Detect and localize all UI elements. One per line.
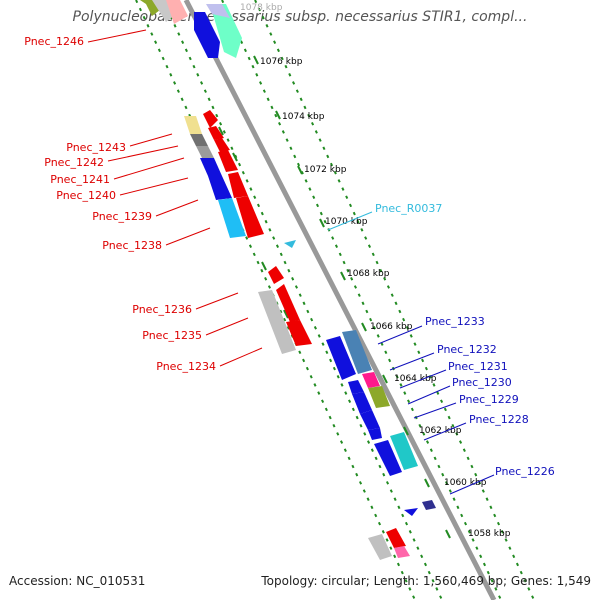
left-leader-lines — [87, 29, 263, 367]
feature-gene-1233[interactable] — [342, 330, 372, 374]
feature-gene[interactable] — [210, 4, 242, 58]
accession-text: Accession: NC_010531 — [9, 574, 146, 588]
right-leader-lines — [327, 211, 495, 495]
ruler-label-1060: 1060 kbp — [444, 478, 487, 488]
feature-gene[interactable] — [348, 380, 364, 394]
features-middle-left — [258, 266, 312, 354]
label-pnec-1242[interactable]: Pnec_1242 — [44, 156, 104, 169]
features-left-cluster — [184, 110, 264, 238]
feature-gene[interactable] — [368, 428, 382, 440]
feature-gene-1242[interactable] — [190, 134, 208, 146]
feature-gene[interactable] — [206, 4, 230, 18]
feature-gene-1230[interactable] — [352, 392, 372, 414]
feature-gene[interactable] — [166, 0, 188, 24]
ruler-labels: 1078 kbp 1076 kbp 1074 kbp 1072 kbp 1070… — [240, 3, 511, 539]
inner-right-track-border — [221, 0, 502, 600]
label-pnec-1240[interactable]: Pnec_1240 — [56, 189, 116, 202]
features-bottom — [368, 528, 410, 560]
feature-gene-1228[interactable] — [390, 432, 418, 470]
feature-gene[interactable] — [374, 440, 402, 476]
feature-gene-1241[interactable] — [196, 146, 214, 158]
label-pnec-1234[interactable]: Pnec_1234 — [156, 360, 216, 373]
feature-gene[interactable] — [386, 528, 406, 548]
label-pnec-1231[interactable]: Pnec_1231 — [448, 360, 508, 373]
label-pnec-1246[interactable]: Pnec_1246 — [24, 35, 84, 48]
feature-gene[interactable] — [236, 196, 264, 238]
features-right-cluster — [326, 330, 436, 516]
track-borders — [135, 0, 535, 600]
label-pnec-1235[interactable]: Pnec_1235 — [142, 329, 202, 342]
genome-summary-text: Topology: circular; Length: 1,560,469 bp… — [261, 574, 591, 588]
feature-gene[interactable] — [268, 266, 284, 284]
ruler-label-1058: 1058 kbp — [468, 529, 511, 539]
feature-gene[interactable] — [208, 176, 232, 200]
label-pnec-1228[interactable]: Pnec_1228 — [469, 413, 529, 426]
feature-gene-1234[interactable] — [286, 320, 312, 346]
label-pnec-1230[interactable]: Pnec_1230 — [452, 376, 512, 389]
feature-gene-1243[interactable] — [184, 116, 202, 134]
backbone — [183, 0, 497, 600]
label-pnec-1238[interactable]: Pnec_1238 — [102, 239, 162, 252]
ruler-label-1074: 1074 kbp — [282, 112, 325, 122]
label-pnec-1239[interactable]: Pnec_1239 — [92, 210, 152, 223]
label-pnec-1243[interactable]: Pnec_1243 — [66, 141, 126, 154]
outer-left-track-border — [135, 0, 416, 600]
feature-gene-1229[interactable] — [360, 410, 380, 430]
label-pnec-1236[interactable]: Pnec_1236 — [132, 303, 192, 316]
label-pnec-1233[interactable]: Pnec_1233 — [425, 315, 485, 328]
feature-gene[interactable] — [200, 158, 222, 176]
feature-gene-1232[interactable] — [362, 372, 380, 388]
feature-gene[interactable] — [394, 546, 410, 558]
ruler-ticks — [218, 55, 451, 539]
inner-left-track-border — [162, 0, 443, 600]
ruler-label-1064: 1064 kbp — [394, 374, 437, 384]
feature-gene-1236[interactable] — [276, 284, 300, 322]
rna-feature-R0037[interactable] — [284, 240, 296, 248]
feature-gene[interactable] — [368, 534, 392, 560]
ruler-label-1078: 1078 kbp — [240, 3, 283, 13]
label-pnec-1232[interactable]: Pnec_1232 — [437, 343, 497, 356]
label-pnec-1229[interactable]: Pnec_1229 — [459, 393, 519, 406]
feature-gene-1235[interactable] — [258, 290, 296, 354]
left-labels: Pnec_1246 Pnec_1243 Pnec_1242 Pnec_1241 … — [24, 35, 216, 373]
feature-gene[interactable] — [218, 150, 238, 172]
feature-gene-1226[interactable] — [404, 508, 418, 516]
ruler-label-1076: 1076 kbp — [260, 57, 303, 67]
ruler-label-1072: 1072 kbp — [304, 165, 347, 175]
label-pnec-1241[interactable]: Pnec_1241 — [50, 173, 110, 186]
ruler-label-1066: 1066 kbp — [370, 322, 413, 332]
ruler-label-1062: 1062 kbp — [419, 426, 462, 436]
ruler-label-1068: 1068 kbp — [347, 269, 390, 279]
feature-gene[interactable] — [214, 138, 230, 152]
feature-gene[interactable] — [228, 172, 248, 198]
feature-gene[interactable] — [194, 12, 220, 58]
feature-gene-1231[interactable] — [368, 386, 390, 408]
label-pnec-1226[interactable]: Pnec_1226 — [495, 465, 555, 478]
feature-gene[interactable] — [326, 336, 356, 380]
features-top — [140, 0, 242, 58]
right-labels: Pnec_R0037 Pnec_1233 Pnec_1232 Pnec_1231… — [375, 202, 555, 478]
feature-gene[interactable] — [208, 126, 224, 140]
label-pnec-r0037[interactable]: Pnec_R0037 — [375, 202, 442, 215]
feature-gene[interactable] — [422, 500, 436, 510]
feature-gene-1238[interactable] — [218, 198, 246, 238]
outer-right-track-border — [254, 0, 535, 600]
feature-gene[interactable] — [203, 110, 218, 128]
